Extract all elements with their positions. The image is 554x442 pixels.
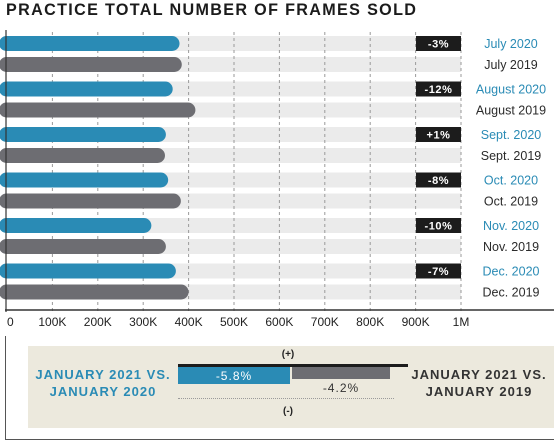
summary-value-2019: -4.2% (322, 381, 360, 395)
x-tick-label-3: 300K (129, 315, 157, 329)
january-summary-panel: JANUARY 2021 VS. JANUARY 2020 (+) -5.8% … (28, 346, 554, 428)
bar-previous-4 (0, 239, 166, 254)
frames-sold-chart: -3% -12% +1% -8% -10% -7% July 2020 July 2019 A… (0, 30, 554, 329)
change-text-2: +1% (426, 130, 450, 142)
change-badges: -3% -12% +1% -8% -10% -7% (416, 36, 461, 279)
summary-2020-line1: JANUARY 2021 VS. (35, 367, 171, 382)
label-previous-3: Oct. 2019 (484, 195, 538, 209)
summary-2020-line2: JANUARY 2020 (49, 384, 157, 399)
bar-previous-5 (0, 284, 189, 300)
change-badge-3 (416, 172, 461, 188)
label-previous-1: August 2019 (476, 104, 546, 118)
change-badge-1 (416, 81, 461, 97)
change-badge-5 (416, 263, 461, 279)
label-current-1: August 2020 (476, 83, 546, 97)
bar-previous-3 (0, 193, 181, 209)
x-tick-label-4: 400K (175, 315, 203, 329)
label-previous-5: Dec. 2019 (483, 286, 540, 300)
x-tick-label-5: 500K (220, 315, 248, 329)
x-tick-label-8: 800K (356, 315, 384, 329)
summary-bar-2020 (178, 367, 290, 384)
negative-sign: (-) (283, 406, 293, 417)
change-badge-0 (416, 36, 461, 51)
label-current-2: Sept. 2020 (481, 128, 542, 142)
change-text-3: -8% (428, 175, 449, 187)
summary-dotted-line (178, 398, 394, 399)
label-current-3: Oct. 2020 (484, 174, 538, 188)
summary-zero-line (178, 364, 408, 367)
x-tick-label-2: 200K (84, 315, 112, 329)
summary-2019-line1: JANUARY 2021 VS. (411, 367, 547, 382)
bar-previous-1 (0, 102, 196, 118)
left-frame-line (5, 336, 6, 440)
summary-2019-label: JANUARY 2021 VS. JANUARY 2019 (404, 366, 554, 400)
bar-current-5 (0, 263, 176, 279)
x-tick-label-0: 0 (7, 315, 14, 329)
x-tick-label-7: 700K (311, 315, 339, 329)
label-current-0: July 2020 (484, 37, 538, 51)
chart-title: PRACTICE TOTAL NUMBER OF FRAMES SOLD (6, 0, 418, 19)
bar-current-3 (0, 172, 169, 188)
summary-2019-line2: JANUARY 2019 (425, 384, 533, 399)
change-text-4: -10% (424, 221, 452, 233)
x-tick-label-9: 900K (402, 315, 430, 329)
label-current-5: Dec. 2020 (483, 265, 540, 279)
x-tick-label-1: 100K (38, 315, 66, 329)
label-previous-0: July 2019 (484, 58, 538, 72)
change-badge-2 (416, 127, 461, 142)
x-tick-label-10: 1M (453, 315, 470, 329)
label-current-4: Nov. 2020 (483, 219, 539, 233)
change-badge-4 (416, 218, 461, 233)
x-axis: 0 100K 200K 300K 400K 500K 600K 700K 800K 900K 1M (5, 30, 554, 329)
change-text-0: -3% (428, 39, 449, 51)
label-previous-4: Nov. 2019 (483, 240, 539, 254)
bar-current-0 (0, 36, 180, 51)
bar-current-2 (0, 127, 166, 142)
bars (0, 36, 196, 300)
change-text-1: -12% (424, 84, 452, 96)
grid-lines (51, 32, 462, 312)
bar-current-1 (0, 81, 173, 97)
positive-sign: (+) (281, 349, 295, 360)
summary-bar-2019 (292, 367, 390, 379)
bottom-frame-line (5, 439, 554, 440)
bar-current-4 (0, 218, 152, 233)
row-labels: July 2020 July 2019 August 2020 August 2019… (476, 37, 546, 300)
x-tick-label-6: 600K (265, 315, 293, 329)
summary-value-2020: -5.8% (215, 369, 253, 383)
change-text-5: -7% (428, 266, 449, 278)
summary-2020-label: JANUARY 2021 VS. JANUARY 2020 (28, 366, 178, 400)
bar-previous-2 (0, 148, 165, 163)
label-previous-2: Sept. 2019 (481, 149, 542, 163)
bar-previous-0 (0, 57, 182, 72)
